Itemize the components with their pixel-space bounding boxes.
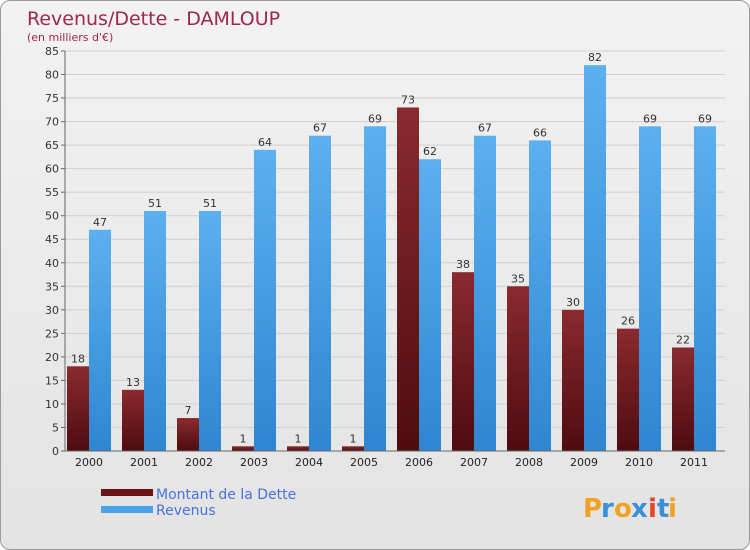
logo-letter: r <box>601 494 614 524</box>
x-tick-label: 2001 <box>130 456 158 469</box>
data-label: 7 <box>185 404 192 417</box>
bar-revenus <box>694 126 716 451</box>
x-tick-label: 2011 <box>680 456 708 469</box>
y-tick-label: 45 <box>45 233 59 246</box>
bar-revenus <box>474 135 496 452</box>
data-label: 18 <box>71 352 85 365</box>
x-tick-label: 2007 <box>460 456 488 469</box>
bar-revenus <box>364 126 386 451</box>
x-tick-label: 2010 <box>625 456 653 469</box>
data-label: 38 <box>456 258 470 271</box>
data-label: 67 <box>478 122 492 135</box>
data-label: 13 <box>126 376 140 389</box>
y-tick-label: 75 <box>45 92 59 105</box>
y-tick-label: 60 <box>45 163 59 176</box>
logo-letter: P <box>583 494 602 524</box>
data-label: 51 <box>148 197 162 210</box>
x-tick-label: 2002 <box>185 456 213 469</box>
data-label: 47 <box>93 216 107 229</box>
bar-debt <box>617 328 639 451</box>
y-tick-label: 85 <box>45 45 59 58</box>
y-tick-label: 80 <box>45 69 59 82</box>
data-label: 73 <box>401 93 415 106</box>
data-label: 67 <box>313 122 327 135</box>
data-label: 1 <box>295 432 302 445</box>
y-tick-label: 30 <box>45 304 59 317</box>
data-label: 30 <box>566 296 580 309</box>
y-tick-label: 15 <box>45 374 59 387</box>
bar-debt <box>507 286 529 451</box>
y-tick-label: 25 <box>45 327 59 340</box>
bar-debt <box>452 272 474 451</box>
y-tick-label: 40 <box>45 257 59 270</box>
bar-revenus <box>419 159 441 451</box>
data-label: 1 <box>240 432 247 445</box>
data-label: 69 <box>643 112 657 125</box>
logo-letter: i <box>668 494 677 524</box>
bar-debt <box>67 366 89 451</box>
x-tick-label: 2009 <box>570 456 598 469</box>
x-tick-label: 2006 <box>405 456 433 469</box>
x-tick-label: 2008 <box>515 456 543 469</box>
y-tick-label: 55 <box>45 186 59 199</box>
proxiti-logo: Pr o x i ti <box>583 494 677 524</box>
y-tick-label: 50 <box>45 210 59 223</box>
bar-debt <box>177 418 199 451</box>
bar-debt <box>287 446 309 451</box>
data-label: 62 <box>423 145 437 158</box>
bars: 18 47 13 51 7 51 1 64 1 67 1 69 73 62 38 67 35 66 30 82 26 69… <box>67 51 716 452</box>
logo-letter: o <box>614 494 632 524</box>
data-label: 1 <box>350 432 357 445</box>
data-label: 69 <box>368 112 382 125</box>
legend-swatch-debt <box>101 489 153 496</box>
y-tick-label: 35 <box>45 280 59 293</box>
x-axis: 2000 2001 2002 2003 2004 2005 2006 2007 2008 2009… <box>65 450 725 469</box>
bar-debt <box>562 309 584 451</box>
legend-swatch-revenus <box>101 506 153 513</box>
y-tick-label: 70 <box>45 116 59 129</box>
logo-letter: t <box>657 494 669 524</box>
bar-debt <box>232 446 254 451</box>
legend-label-revenus: Revenus <box>156 503 216 519</box>
x-tick-label: 2004 <box>295 456 323 469</box>
logo-letter: i <box>648 494 657 524</box>
x-tick-label: 2000 <box>75 456 103 469</box>
x-tick-label: 2003 <box>240 456 268 469</box>
y-axis: 0 5 10 15 20 25 30 35 40 45 50 55 60 65 70 75 80 85 <box>45 45 66 458</box>
y-tick-label: 20 <box>45 351 59 364</box>
bar-debt <box>342 446 364 451</box>
y-tick-label: 5 <box>52 421 59 434</box>
data-label: 64 <box>258 136 272 149</box>
bar-revenus <box>254 149 276 451</box>
bar-revenus <box>199 211 221 451</box>
legend: Montant de la Dette Revenus <box>101 487 296 519</box>
legend-label-debt: Montant de la Dette <box>156 487 296 503</box>
gridlines <box>65 50 725 452</box>
data-label: 51 <box>203 197 217 210</box>
bar-revenus <box>144 211 166 451</box>
bar-debt <box>397 107 419 452</box>
chart-title: Revenus/Dette - DAMLOUP <box>27 8 280 30</box>
logo-letter: x <box>631 494 648 524</box>
y-tick-label: 0 <box>52 445 59 458</box>
bar-revenus <box>309 135 331 452</box>
x-tick-label: 2005 <box>350 456 378 469</box>
data-label: 82 <box>588 51 602 64</box>
bar-debt <box>122 389 144 451</box>
y-tick-label: 65 <box>45 139 59 152</box>
y-tick-label: 10 <box>45 398 59 411</box>
data-label: 35 <box>511 272 525 285</box>
bar-revenus <box>584 65 606 451</box>
chart-subtitle: (en milliers d'€) <box>27 31 113 44</box>
bar-revenus <box>89 229 111 451</box>
data-label: 66 <box>533 126 547 139</box>
data-label: 69 <box>698 112 712 125</box>
data-label: 22 <box>676 333 690 346</box>
bar-revenus <box>529 140 551 452</box>
bar-revenus <box>639 126 661 451</box>
bar-debt <box>672 347 694 451</box>
data-label: 26 <box>621 315 635 328</box>
